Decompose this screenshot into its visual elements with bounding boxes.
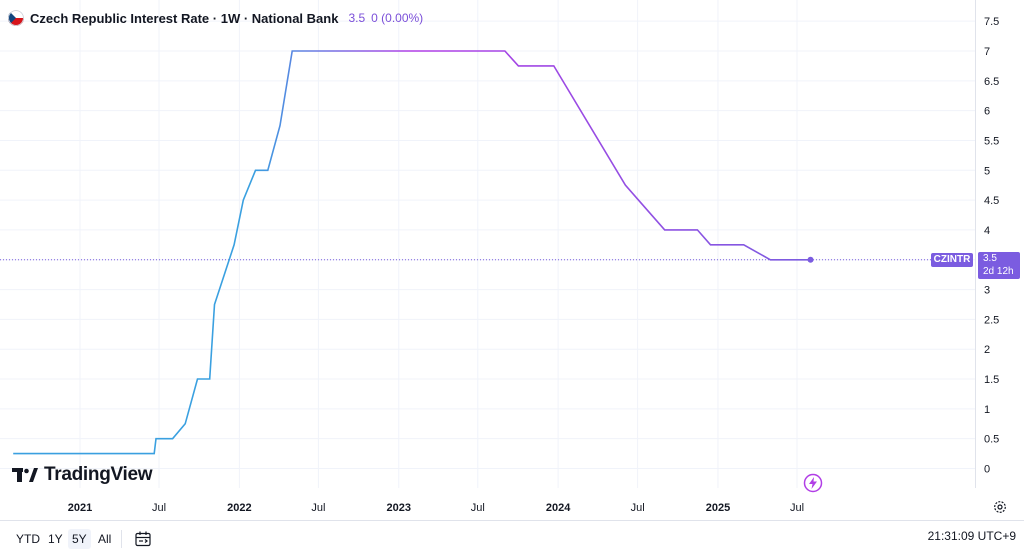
x-tick-label: Jul: [790, 502, 804, 514]
logo-text: TradingView: [44, 464, 153, 485]
bar-countdown: 2d 12h: [983, 266, 1014, 277]
symbol-title[interactable]: Czech Republic Interest Rate · 1W · Nati…: [30, 10, 339, 26]
y-tick-label: 4.5: [984, 195, 999, 207]
last-price-tag: 3.5 2d 12h: [978, 252, 1020, 279]
y-tick-label: 5.5: [984, 135, 999, 147]
x-tick-label: Jul: [631, 502, 645, 514]
range-ytd-button[interactable]: YTD: [16, 532, 40, 546]
y-axis: 0 0.5 1 1.5 2 2.5 3 3.5 4 4.5 5 5.5 6 6.5 7 7.5: [984, 16, 999, 475]
tradingview-logo[interactable]: TradingView: [12, 464, 153, 486]
symbol-price-tag: CZINTR: [931, 253, 973, 267]
y-tick-label: 7.5: [984, 16, 999, 28]
y-tick-label: 3: [984, 285, 990, 297]
y-tick-label: 6: [984, 106, 990, 118]
chart-grid: [0, 0, 975, 488]
y-tick-label: 0: [984, 464, 990, 476]
y-tick-label: 2.5: [984, 314, 999, 326]
x-tick-label: 2021: [68, 502, 92, 514]
y-tick-label: 0.5: [984, 434, 999, 446]
series-line[interactable]: [13, 50, 811, 455]
last-price-value: 3.5: [983, 253, 997, 264]
x-tick-label: 2022: [227, 502, 251, 514]
range-5y-button[interactable]: 5Y: [68, 529, 91, 549]
y-tick-label: 6.5: [984, 76, 999, 88]
calendar-icon[interactable]: [134, 530, 152, 553]
tradingview-logo-icon: [12, 468, 38, 482]
y-tick-label: 2: [984, 344, 990, 356]
y-tick-label: 7: [984, 46, 990, 58]
last-value-dot: [807, 256, 814, 263]
clock-time: 21:31:09 UTC+9: [927, 529, 1016, 543]
x-tick-label: Jul: [471, 502, 485, 514]
settings-gear-icon[interactable]: [993, 500, 1007, 519]
chart-header: Czech Republic Interest Rate · 1W · Nati…: [8, 8, 423, 28]
chart-area[interactable]: 0 0.5 1 1.5 2 2.5 3 3.5 4 4.5 5 5.5 6 6.5 7 7.5 2021 Jul…: [0, 0, 1024, 520]
x-tick-label: 2025: [706, 502, 730, 514]
x-axis: 2021 Jul 2022 Jul 2023 Jul 2024 Jul 2025 Jul: [68, 502, 804, 514]
x-tick-label: Jul: [152, 502, 166, 514]
header-value: 3.5: [348, 11, 366, 25]
x-tick-label: Jul: [311, 502, 325, 514]
y-tick-label: 1.5: [984, 374, 999, 386]
lightning-icon[interactable]: [803, 473, 823, 498]
range-all-button[interactable]: All: [98, 532, 112, 546]
bottom-toolbar: YTD 1Y 5Y All 21:31:09 UTC+9: [0, 520, 1024, 555]
x-tick-label: 2023: [387, 502, 411, 514]
y-tick-label: 1: [984, 404, 990, 416]
x-tick-label: 2024: [546, 502, 571, 514]
czech-flag-icon: [8, 10, 24, 26]
y-tick-label: 5: [984, 165, 990, 177]
y-tick-label: 4: [984, 225, 990, 237]
header-change: 0 (0.00%): [371, 11, 424, 25]
range-1y-button[interactable]: 1Y: [48, 532, 63, 546]
toolbar-divider: [121, 530, 122, 548]
